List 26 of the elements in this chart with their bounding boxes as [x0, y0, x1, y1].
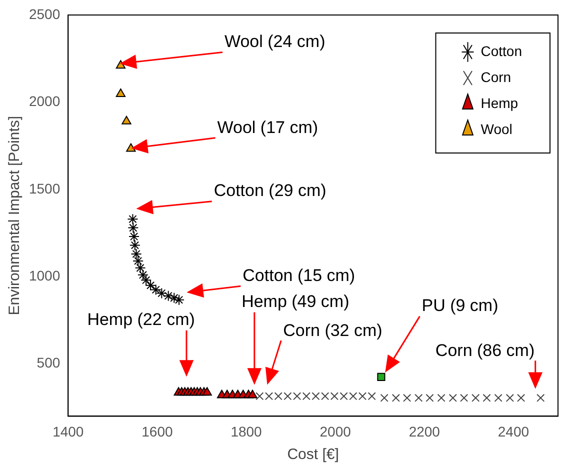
x-tick-label: 2000 — [320, 423, 352, 440]
legend-label: Cotton — [480, 42, 522, 59]
y-tick-label: 1000 — [28, 268, 60, 284]
annotation: Cotton (29 cm) — [214, 181, 326, 202]
y-tick-label: 500 — [36, 354, 60, 371]
legend-label: Hemp — [480, 94, 518, 111]
x-tick-label: 1800 — [230, 423, 262, 440]
y-axis-title: Environmental Impact [Points] — [6, 116, 24, 316]
annotation: Hemp (22 cm) — [87, 310, 195, 330]
x-axis-title: Cost [€] — [287, 446, 339, 464]
legend-label: Wool — [480, 120, 512, 137]
y-tick-label: 2500 — [28, 6, 60, 22]
y-tick-label: 2000 — [28, 93, 60, 110]
legend-label: Corn — [480, 68, 512, 85]
annotation: Hemp (49 cm) — [242, 292, 350, 312]
x-tick-label: 2400 — [498, 423, 530, 440]
annotation: Corn (86 cm) — [435, 340, 535, 361]
annotation: Cotton (15 cm) — [242, 266, 356, 286]
x-tick-label: 1400 — [52, 423, 84, 440]
x-tick-label: 2200 — [408, 423, 440, 440]
annotation: PU (9 cm) — [422, 296, 498, 316]
y-tick-label: 1500 — [28, 180, 60, 196]
x-tick-label: 1600 — [142, 423, 173, 440]
annotation: Wool (17 cm) — [217, 118, 318, 138]
annotation: Wool (24 cm) — [224, 32, 326, 52]
annotation: Corn (32 cm) — [283, 320, 382, 341]
